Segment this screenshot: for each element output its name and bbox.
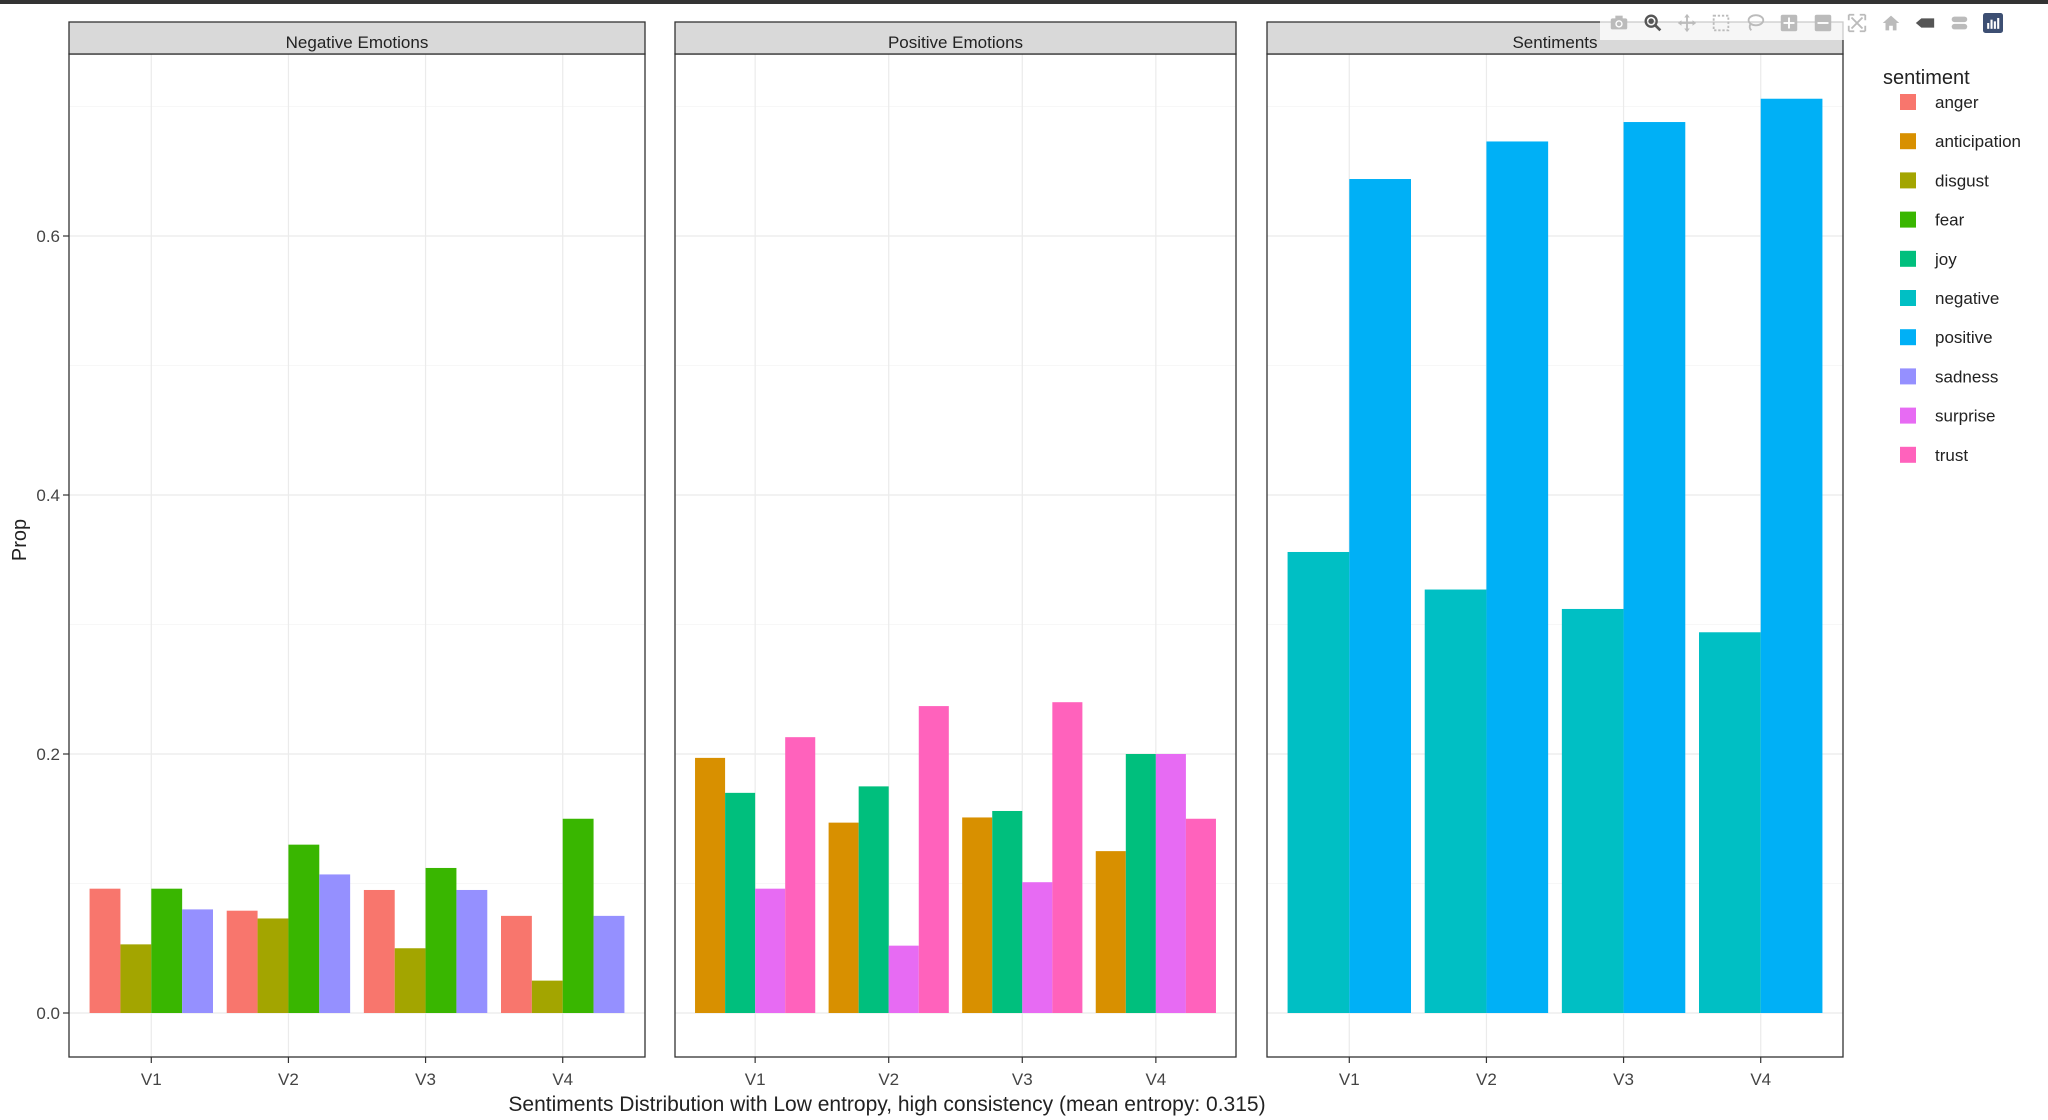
bar-sadness-V1[interactable] (182, 909, 213, 1013)
x-tick-label: V1 (1339, 1070, 1360, 1089)
facet-title: Negative Emotions (286, 33, 429, 52)
bar-trust-V3[interactable] (1052, 702, 1083, 1013)
legend-swatch-sadness[interactable] (1900, 368, 1916, 385)
bar-negative-V1[interactable] (1287, 551, 1350, 1013)
camera-icon[interactable] (1604, 8, 1634, 38)
bar-negative-V2[interactable] (1424, 589, 1487, 1013)
x-tick-label: V3 (1012, 1070, 1033, 1089)
facet-title: Positive Emotions (888, 33, 1023, 52)
bar-positive-V4[interactable] (1760, 98, 1823, 1014)
legend-label-anger: anger (1935, 93, 1979, 112)
bar-fear-V4[interactable] (562, 818, 594, 1013)
y-tick-label: 0.4 (36, 486, 60, 505)
bar-fear-V2[interactable] (288, 844, 320, 1013)
bar-anger-V1[interactable] (89, 888, 121, 1013)
bar-joy-V2[interactable] (858, 786, 889, 1013)
bar-sadness-V4[interactable] (593, 915, 625, 1013)
bar-joy-V4[interactable] (1125, 754, 1156, 1013)
x-axis-title: Sentiments Distribution with Low entropy… (508, 1093, 1265, 1116)
zoom-icon[interactable] (1638, 8, 1668, 38)
bar-anger-V2[interactable] (226, 910, 258, 1013)
legend-swatch-positive[interactable] (1900, 329, 1916, 346)
bar-trust-V1[interactable] (785, 737, 816, 1013)
bar-sadness-V2[interactable] (319, 874, 351, 1013)
bar-disgust-V1[interactable] (120, 944, 152, 1013)
bar-surprise-V4[interactable] (1155, 754, 1186, 1013)
facet-strip (674, 21, 1237, 55)
autoscale-icon[interactable] (1842, 8, 1872, 38)
legend-label-sadness: sadness (1935, 367, 1998, 386)
compare-hover-icon[interactable] (1944, 8, 1974, 38)
x-tick-label: V3 (415, 1070, 436, 1089)
bar-fear-V3[interactable] (425, 867, 457, 1013)
legend-label-trust: trust (1935, 446, 1968, 465)
zoom-out-icon[interactable] (1808, 8, 1838, 38)
bar-trust-V4[interactable] (1185, 818, 1216, 1013)
bar-negative-V3[interactable] (1561, 608, 1624, 1013)
legend-label-joy: joy (1934, 250, 1957, 269)
facet-title: Sentiments (1512, 33, 1597, 52)
x-tick-label: V1 (745, 1070, 766, 1089)
bar-anticipation-V3[interactable] (962, 817, 993, 1013)
pan-icon[interactable] (1672, 8, 1702, 38)
facet-strip (68, 21, 646, 55)
legend-swatch-joy[interactable] (1900, 250, 1916, 267)
x-tick-label: V2 (1476, 1070, 1497, 1089)
y-axis-title: Prop (9, 519, 31, 561)
window-top-border (0, 0, 2048, 4)
x-tick-label: V4 (1750, 1070, 1771, 1089)
bar-anticipation-V2[interactable] (828, 822, 859, 1013)
bar-anticipation-V1[interactable] (695, 757, 726, 1013)
x-tick-label: V2 (878, 1070, 899, 1089)
x-tick-label: V4 (552, 1070, 573, 1089)
legend-swatch-negative[interactable] (1900, 290, 1916, 306)
x-tick-label: V3 (1613, 1070, 1634, 1089)
legend-label-fear: fear (1935, 211, 1965, 230)
legend-swatch-surprise[interactable] (1900, 407, 1916, 424)
y-tick-label: 0.6 (36, 227, 60, 246)
y-tick-label: 0.0 (36, 1004, 60, 1023)
bar-disgust-V2[interactable] (257, 918, 289, 1013)
x-tick-label: V2 (278, 1070, 299, 1089)
bar-surprise-V1[interactable] (755, 888, 786, 1013)
bar-surprise-V3[interactable] (1022, 882, 1053, 1013)
box-select-icon[interactable] (1706, 8, 1736, 38)
bar-positive-V2[interactable] (1486, 141, 1549, 1014)
bar-trust-V2[interactable] (918, 706, 949, 1013)
zoom-in-icon[interactable] (1774, 8, 1804, 38)
bar-joy-V3[interactable] (992, 810, 1023, 1013)
y-tick-label: 0.2 (36, 745, 60, 764)
bar-anger-V4[interactable] (501, 915, 532, 1013)
legend-swatch-trust[interactable] (1900, 446, 1916, 463)
legend-label-surprise: surprise (1935, 407, 1995, 426)
legend-swatch-anticipation[interactable] (1900, 133, 1916, 150)
lasso-select-icon[interactable] (1740, 8, 1770, 38)
legend-label-negative: negative (1935, 289, 1999, 308)
legend-swatch-anger[interactable] (1900, 94, 1916, 110)
bar-negative-V4[interactable] (1699, 632, 1761, 1013)
bar-disgust-V4[interactable] (531, 980, 563, 1013)
x-tick-label: V4 (1145, 1070, 1166, 1089)
bar-anger-V3[interactable] (363, 889, 395, 1013)
home-icon[interactable] (1876, 8, 1906, 38)
x-tick-label: V1 (141, 1070, 162, 1089)
plot-modebar (1600, 6, 2012, 40)
bar-disgust-V3[interactable] (394, 948, 426, 1013)
legend-label-positive: positive (1935, 328, 1993, 347)
legend-label-anticipation: anticipation (1935, 132, 2021, 151)
bar-anticipation-V4[interactable] (1095, 851, 1126, 1013)
bar-positive-V1[interactable] (1349, 179, 1411, 1013)
legend-swatch-disgust[interactable] (1900, 172, 1916, 189)
legend-title: sentiment (1883, 67, 1970, 89)
bar-positive-V3[interactable] (1623, 122, 1686, 1014)
bar-joy-V1[interactable] (725, 792, 756, 1013)
bar-surprise-V2[interactable] (888, 945, 919, 1013)
bar-sadness-V3[interactable] (456, 889, 488, 1013)
spike-lines-icon[interactable] (1910, 8, 1940, 38)
legend-label-disgust: disgust (1935, 171, 1989, 190)
plotly-logo-icon[interactable] (1978, 8, 2008, 38)
legend-swatch-fear[interactable] (1900, 211, 1916, 228)
bar-fear-V1[interactable] (151, 888, 183, 1013)
